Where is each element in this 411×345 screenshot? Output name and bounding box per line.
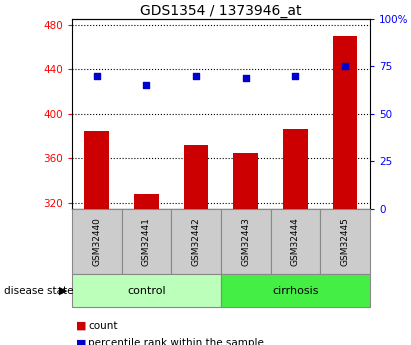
- FancyBboxPatch shape: [320, 209, 370, 274]
- Text: GSM32445: GSM32445: [341, 217, 350, 266]
- Point: [342, 63, 349, 69]
- Bar: [233, 153, 258, 209]
- Point: [143, 83, 150, 88]
- Bar: [184, 145, 208, 209]
- FancyBboxPatch shape: [221, 209, 270, 274]
- Point: [242, 75, 249, 81]
- Point: [93, 73, 100, 79]
- FancyBboxPatch shape: [221, 274, 370, 307]
- FancyBboxPatch shape: [122, 209, 171, 274]
- Point: [292, 73, 299, 79]
- FancyBboxPatch shape: [72, 274, 221, 307]
- Text: count: count: [88, 321, 118, 331]
- Text: GSM32443: GSM32443: [241, 217, 250, 266]
- FancyBboxPatch shape: [171, 209, 221, 274]
- Text: ■: ■: [76, 338, 87, 345]
- Title: GDS1354 / 1373946_at: GDS1354 / 1373946_at: [140, 4, 302, 18]
- Text: GSM32442: GSM32442: [192, 217, 201, 266]
- FancyBboxPatch shape: [270, 209, 320, 274]
- Text: cirrhosis: cirrhosis: [272, 286, 319, 296]
- Text: ■: ■: [76, 321, 87, 331]
- Point: [193, 73, 199, 79]
- Text: GSM32444: GSM32444: [291, 217, 300, 266]
- Text: control: control: [127, 286, 166, 296]
- FancyBboxPatch shape: [72, 209, 122, 274]
- Bar: [84, 131, 109, 209]
- Text: ▶: ▶: [59, 286, 68, 296]
- Text: percentile rank within the sample: percentile rank within the sample: [88, 338, 264, 345]
- Text: disease state: disease state: [4, 286, 74, 296]
- Text: GSM32440: GSM32440: [92, 217, 101, 266]
- Bar: [283, 129, 308, 209]
- Bar: [134, 194, 159, 209]
- Text: GSM32441: GSM32441: [142, 217, 151, 266]
- Bar: [332, 36, 358, 209]
